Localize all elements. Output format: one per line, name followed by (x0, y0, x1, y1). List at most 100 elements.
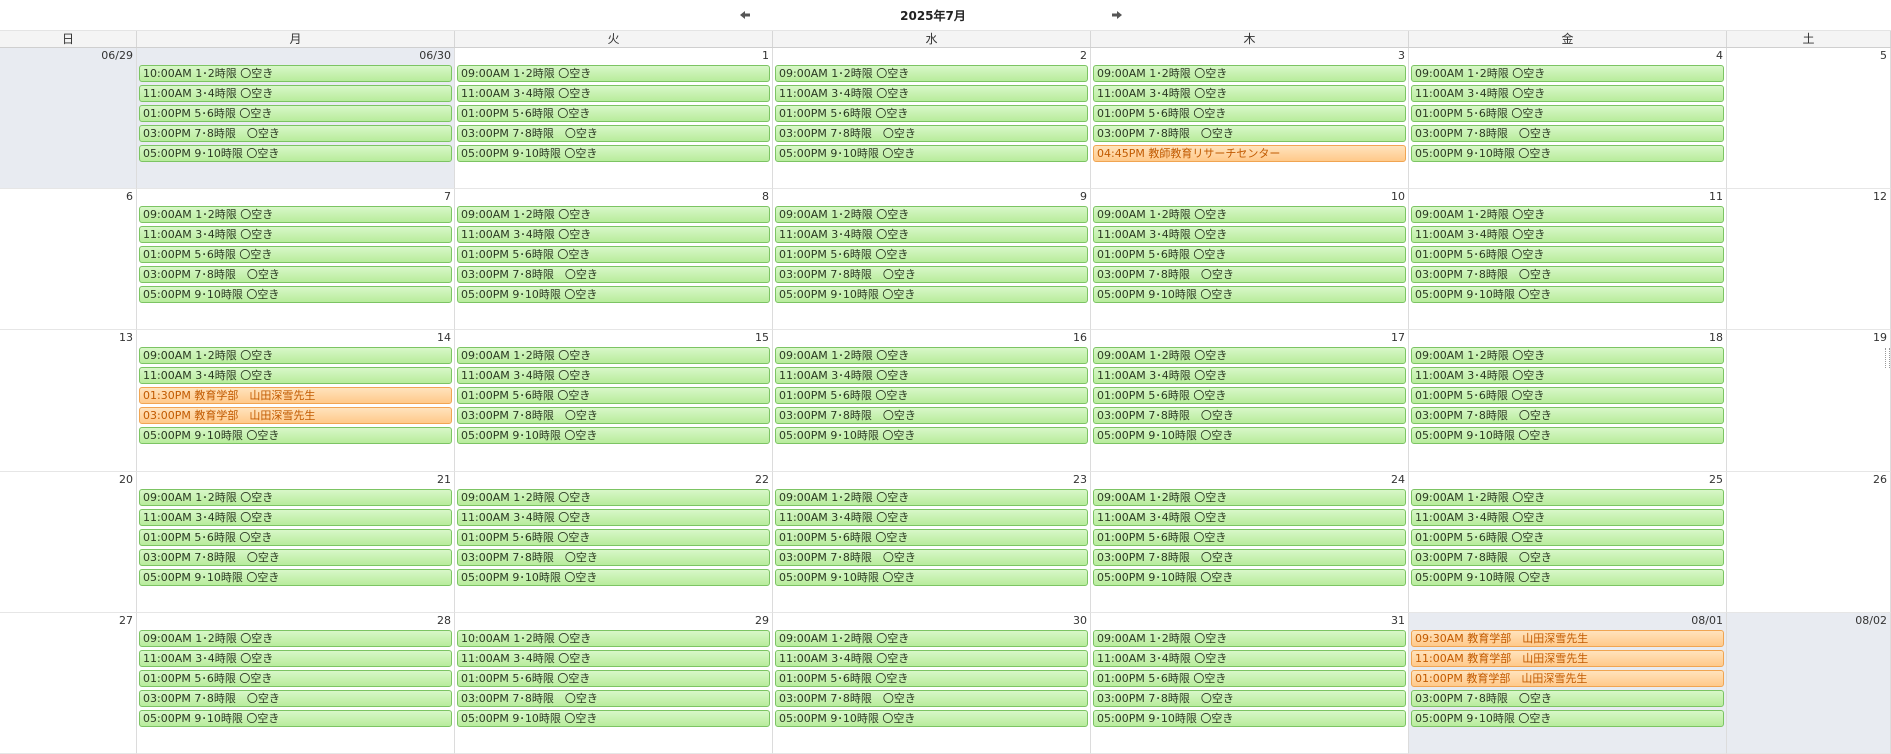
event-open-slot[interactable]: 03:00PM 7･8時限 〇空き (139, 266, 452, 283)
event-open-slot[interactable]: 05:00PM 9･10時限 〇空き (457, 569, 770, 586)
event-open-slot[interactable]: 01:00PM 5･6時限 〇空き (139, 529, 452, 546)
event-open-slot[interactable]: 01:00PM 5･6時限 〇空き (457, 529, 770, 546)
event-open-slot[interactable]: 03:00PM 7･8時限 〇空き (457, 266, 770, 283)
day-number[interactable]: 19 (1873, 331, 1887, 344)
event-booked[interactable]: 01:30PM 教育学部 山田深雪先生 (139, 387, 452, 404)
day-cell[interactable]: 06/29 (0, 48, 137, 189)
event-open-slot[interactable]: 05:00PM 9･10時限 〇空き (139, 710, 452, 727)
event-open-slot[interactable]: 11:00AM 3･4時限 〇空き (1093, 226, 1406, 243)
event-open-slot[interactable]: 11:00AM 3･4時限 〇空き (1093, 509, 1406, 526)
event-open-slot[interactable]: 05:00PM 9･10時限 〇空き (457, 145, 770, 162)
event-open-slot[interactable]: 11:00AM 3･4時限 〇空き (139, 367, 452, 384)
day-cell[interactable]: 17 09:00AM 1･2時限 〇空き 11:00AM 3･4時限 〇空き 01:0… (1091, 330, 1409, 472)
day-cell[interactable]: 11 09:00AM 1･2時限 〇空き 11:00AM 3･4時限 〇空き 01:0… (1409, 189, 1727, 330)
day-cell[interactable]: 9 09:00AM 1･2時限 〇空き 11:00AM 3･4時限 〇空き 01:00… (773, 189, 1091, 330)
day-cell[interactable]: 31 09:00AM 1･2時限 〇空き 11:00AM 3･4時限 〇空き 01:0… (1091, 613, 1409, 754)
event-open-slot[interactable]: 09:00AM 1･2時限 〇空き (775, 65, 1088, 82)
day-number[interactable]: 25 (1709, 473, 1723, 486)
event-open-slot[interactable]: 05:00PM 9･10時限 〇空き (1093, 427, 1406, 444)
event-open-slot[interactable]: 01:00PM 5･6時限 〇空き (139, 246, 452, 263)
event-open-slot[interactable]: 11:00AM 3･4時限 〇空き (775, 509, 1088, 526)
day-number[interactable]: 17 (1391, 331, 1405, 344)
day-cell[interactable]: 2 09:00AM 1･2時限 〇空き 11:00AM 3･4時限 〇空き 01:00… (773, 48, 1091, 189)
event-open-slot[interactable]: 09:00AM 1･2時限 〇空き (1411, 347, 1724, 364)
day-number[interactable]: 26 (1873, 473, 1887, 486)
event-open-slot[interactable]: 05:00PM 9･10時限 〇空き (775, 569, 1088, 586)
event-open-slot[interactable]: 05:00PM 9･10時限 〇空き (775, 145, 1088, 162)
day-number[interactable]: 6 (126, 190, 133, 203)
day-cell[interactable]: 22 09:00AM 1･2時限 〇空き 11:00AM 3･4時限 〇空き 01:0… (455, 472, 773, 613)
event-booked[interactable]: 01:00PM 教育学部 山田深雪先生 (1411, 670, 1724, 687)
event-open-slot[interactable]: 01:00PM 5･6時限 〇空き (775, 246, 1088, 263)
event-open-slot[interactable]: 05:00PM 9･10時限 〇空き (1411, 569, 1724, 586)
day-number[interactable]: 3 (1398, 49, 1405, 62)
event-open-slot[interactable]: 11:00AM 3･4時限 〇空き (775, 85, 1088, 102)
day-number[interactable]: 08/02 (1855, 614, 1887, 627)
day-number[interactable]: 24 (1391, 473, 1405, 486)
day-number[interactable]: 16 (1073, 331, 1087, 344)
event-open-slot[interactable]: 09:00AM 1･2時限 〇空き (139, 489, 452, 506)
event-open-slot[interactable]: 03:00PM 7･8時限 〇空き (1093, 266, 1406, 283)
event-open-slot[interactable]: 01:00PM 5･6時限 〇空き (457, 105, 770, 122)
event-open-slot[interactable]: 05:00PM 9･10時限 〇空き (1411, 145, 1724, 162)
event-open-slot[interactable]: 05:00PM 9･10時限 〇空き (775, 286, 1088, 303)
event-open-slot[interactable]: 05:00PM 9･10時限 〇空き (775, 427, 1088, 444)
day-cell[interactable]: 29 10:00AM 1･2時限 〇空き 11:00AM 3･4時限 〇空き 01:0… (455, 613, 773, 754)
day-cell[interactable]: 19 (1727, 330, 1891, 472)
day-cell[interactable]: 5 (1727, 48, 1891, 189)
event-open-slot[interactable]: 01:00PM 5･6時限 〇空き (139, 105, 452, 122)
day-cell[interactable]: 3 09:00AM 1･2時限 〇空き 11:00AM 3･4時限 〇空き 01:00… (1091, 48, 1409, 189)
event-open-slot[interactable]: 03:00PM 7･8時限 〇空き (1093, 549, 1406, 566)
event-open-slot[interactable]: 09:00AM 1･2時限 〇空き (1093, 347, 1406, 364)
event-open-slot[interactable]: 09:00AM 1･2時限 〇空き (139, 206, 452, 223)
day-cell[interactable]: 28 09:00AM 1･2時限 〇空き 11:00AM 3･4時限 〇空き 01:0… (137, 613, 455, 754)
event-open-slot[interactable]: 11:00AM 3･4時限 〇空き (1411, 226, 1724, 243)
day-number[interactable]: 06/30 (419, 49, 451, 62)
event-open-slot[interactable]: 10:00AM 1･2時限 〇空き (139, 65, 452, 82)
event-open-slot[interactable]: 03:00PM 7･8時限 〇空き (1093, 690, 1406, 707)
event-open-slot[interactable]: 09:00AM 1･2時限 〇空き (1411, 206, 1724, 223)
day-number[interactable]: 08/01 (1691, 614, 1723, 627)
event-open-slot[interactable]: 03:00PM 7･8時限 〇空き (1093, 125, 1406, 142)
event-open-slot[interactable]: 03:00PM 7･8時限 〇空き (457, 549, 770, 566)
day-cell[interactable]: 27 (0, 613, 137, 754)
event-open-slot[interactable]: 03:00PM 7･8時限 〇空き (775, 125, 1088, 142)
event-open-slot[interactable]: 11:00AM 3･4時限 〇空き (1411, 509, 1724, 526)
event-open-slot[interactable]: 11:00AM 3･4時限 〇空き (775, 650, 1088, 667)
event-open-slot[interactable]: 05:00PM 9･10時限 〇空き (457, 710, 770, 727)
day-number[interactable]: 28 (437, 614, 451, 627)
day-number[interactable]: 13 (119, 331, 133, 344)
event-open-slot[interactable]: 11:00AM 3･4時限 〇空き (139, 85, 452, 102)
day-cell[interactable]: 20 (0, 472, 137, 613)
day-cell[interactable]: 13 (0, 330, 137, 472)
event-open-slot[interactable]: 03:00PM 7･8時限 〇空き (1411, 690, 1724, 707)
event-open-slot[interactable]: 05:00PM 9･10時限 〇空き (139, 569, 452, 586)
day-number[interactable]: 1 (762, 49, 769, 62)
event-booked[interactable]: 04:45PM 教師教育リサーチセンター (1093, 145, 1406, 162)
event-open-slot[interactable]: 03:00PM 7･8時限 〇空き (775, 549, 1088, 566)
event-open-slot[interactable]: 03:00PM 7･8時限 〇空き (1411, 549, 1724, 566)
event-open-slot[interactable]: 05:00PM 9･10時限 〇空き (457, 286, 770, 303)
event-open-slot[interactable]: 05:00PM 9･10時限 〇空き (775, 710, 1088, 727)
event-open-slot[interactable]: 10:00AM 1･2時限 〇空き (457, 630, 770, 647)
day-cell[interactable]: 16 09:00AM 1･2時限 〇空き 11:00AM 3･4時限 〇空き 01:0… (773, 330, 1091, 472)
event-open-slot[interactable]: 03:00PM 7･8時限 〇空き (1411, 125, 1724, 142)
day-number[interactable]: 06/29 (101, 49, 133, 62)
event-open-slot[interactable]: 05:00PM 9･10時限 〇空き (1093, 710, 1406, 727)
event-open-slot[interactable]: 09:00AM 1･2時限 〇空き (775, 206, 1088, 223)
event-open-slot[interactable]: 01:00PM 5･6時限 〇空き (1411, 529, 1724, 546)
prev-month-button[interactable] (738, 8, 752, 22)
event-open-slot[interactable]: 05:00PM 9･10時限 〇空き (139, 286, 452, 303)
day-cell[interactable]: 12 (1727, 189, 1891, 330)
event-open-slot[interactable]: 09:00AM 1･2時限 〇空き (775, 489, 1088, 506)
event-open-slot[interactable]: 09:00AM 1･2時限 〇空き (457, 65, 770, 82)
day-number[interactable]: 21 (437, 473, 451, 486)
day-number[interactable]: 12 (1873, 190, 1887, 203)
event-open-slot[interactable]: 01:00PM 5･6時限 〇空き (775, 105, 1088, 122)
event-open-slot[interactable]: 11:00AM 3･4時限 〇空き (1411, 85, 1724, 102)
event-open-slot[interactable]: 01:00PM 5･6時限 〇空き (1093, 670, 1406, 687)
event-open-slot[interactable]: 09:00AM 1･2時限 〇空き (457, 206, 770, 223)
event-open-slot[interactable]: 09:00AM 1･2時限 〇空き (1093, 65, 1406, 82)
event-booked[interactable]: 03:00PM 教育学部 山田深雪先生 (139, 407, 452, 424)
event-open-slot[interactable]: 09:00AM 1･2時限 〇空き (1093, 630, 1406, 647)
